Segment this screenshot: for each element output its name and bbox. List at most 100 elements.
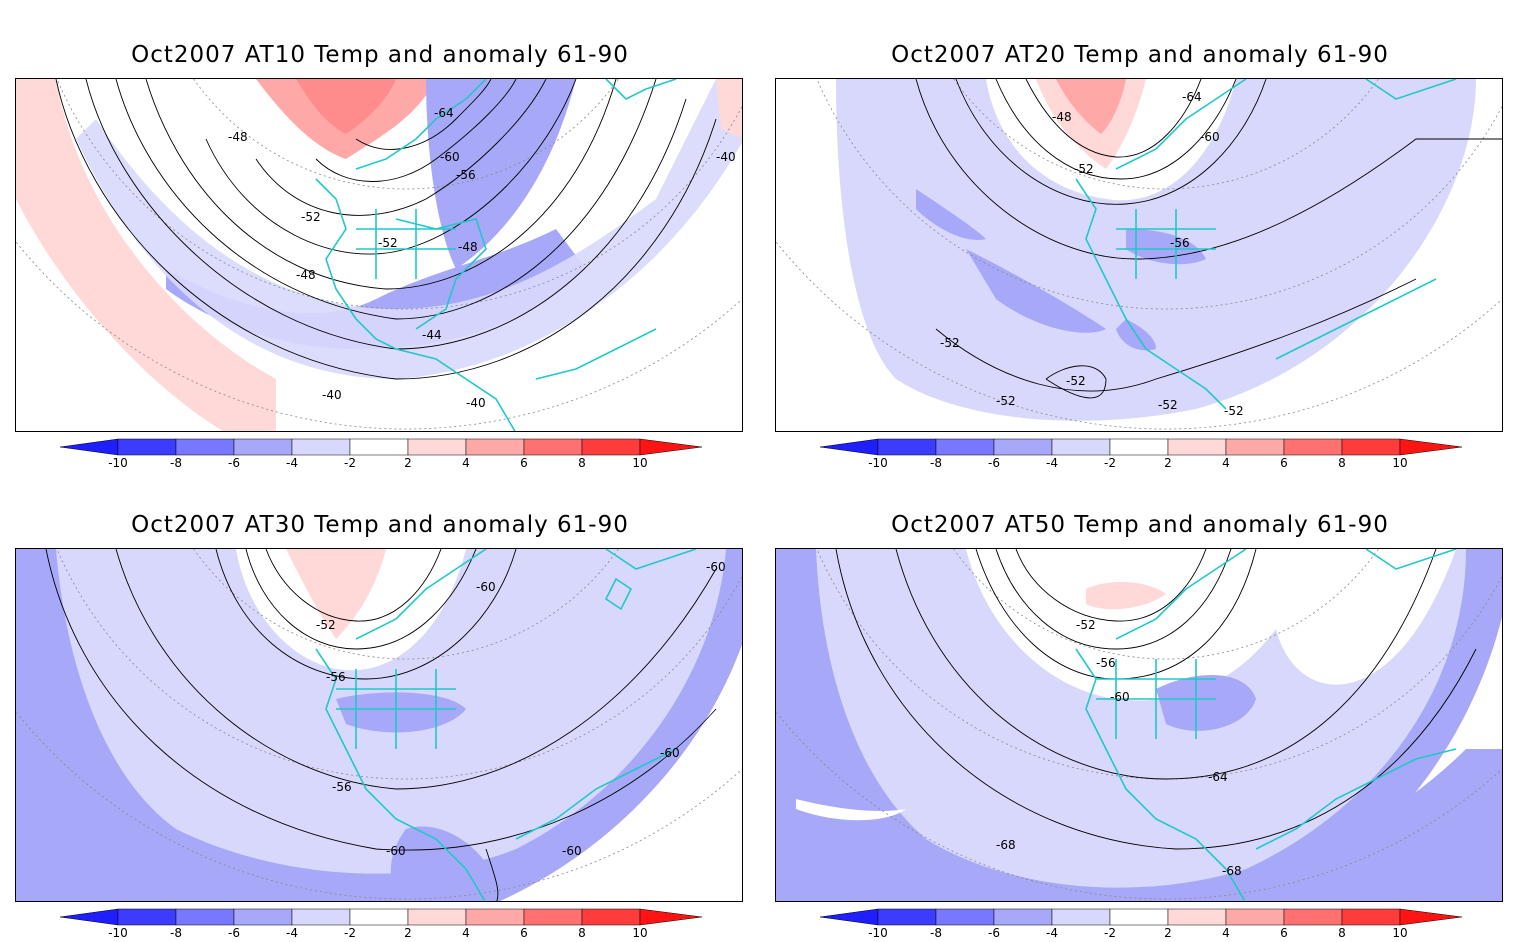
- contour-label: -56: [326, 670, 346, 684]
- colorbar-tick: 8: [578, 456, 586, 468]
- anomaly-fill-red-west: [16, 79, 276, 431]
- contour-label: -52: [316, 618, 336, 632]
- colorbar-tick: -2: [1104, 456, 1116, 468]
- colorbar-tick: 2: [1164, 456, 1172, 468]
- colorbar-tick: 4: [1222, 926, 1230, 938]
- contour-label: -60: [386, 844, 406, 858]
- colorbar-tick: -2: [1104, 926, 1116, 938]
- contour-label: -68: [996, 838, 1016, 852]
- colorbar-tick: 2: [404, 926, 412, 938]
- contour-label: -56: [1096, 656, 1116, 670]
- contour-label: -52: [996, 394, 1016, 408]
- contour-label: -56: [332, 780, 352, 794]
- anomaly-fill-blue-center: [1156, 675, 1256, 731]
- colorbar: -10 -8 -6 -4 -2 2 4 6 8 10: [59, 438, 703, 470]
- contour-label: -44: [422, 328, 442, 342]
- map-at30[interactable]: -60 -60 -52 -56 -56 -60 -60 -60: [15, 548, 743, 902]
- colorbar-tick: -8: [930, 926, 942, 938]
- colorbar-tick: -8: [170, 456, 182, 468]
- contour-label: -52: [940, 336, 960, 350]
- colorbar-tick: 6: [520, 926, 528, 938]
- colorbar-tick: 4: [1222, 456, 1230, 468]
- colorbar-tick: -2: [344, 456, 356, 468]
- colorbar-tick: -6: [988, 456, 1000, 468]
- colorbar-tick: -8: [170, 926, 182, 938]
- contour-label: -52: [1066, 374, 1086, 388]
- contour-label: -52: [301, 210, 321, 224]
- contour-label: -60: [660, 746, 680, 760]
- panel-at30: Oct2007 AT30 Temp and anomaly 61-90: [0, 470, 760, 940]
- panel-title: Oct2007 AT20 Temp and anomaly 61-90: [891, 42, 1389, 68]
- anomaly-fill-blue-band-a: [966, 249, 1106, 333]
- contour-label: -56: [456, 168, 476, 182]
- contour-label: -64: [1182, 90, 1202, 104]
- contour-label: -40: [716, 150, 736, 164]
- panel-title: Oct2007 AT50 Temp and anomaly 61-90: [891, 512, 1389, 538]
- anomaly-fill-white-west: [796, 799, 906, 821]
- colorbar-tick: 10: [1392, 926, 1407, 938]
- colorbar-tick: -8: [930, 456, 942, 468]
- colorbar-tick: 2: [1164, 926, 1172, 938]
- colorbar-tick: 10: [632, 456, 647, 468]
- colorbar-tick: 8: [578, 926, 586, 938]
- contour-label: -40: [322, 388, 342, 402]
- contour-label: -60: [562, 844, 582, 858]
- anomaly-fill-blue-south: [1257, 749, 1502, 901]
- contour-label: -40: [466, 396, 486, 410]
- anomaly-fill-blue-wide: [76, 79, 742, 379]
- map-at10[interactable]: -64 -60 -56 -52 -52 -48 -48 -48 -44 -40 …: [15, 78, 743, 432]
- colorbar-tick: -6: [988, 926, 1000, 938]
- panel-at10: Oct2007 AT10 Temp and anomaly 61-90: [0, 0, 760, 470]
- contour-label: -64: [1208, 770, 1228, 784]
- map-at20[interactable]: -64 -60 -56 -52 -48 -52 -52 -52 -52 -52: [775, 78, 1503, 432]
- contour-label: -48: [458, 240, 478, 254]
- contour-label: -52: [1224, 404, 1244, 418]
- colorbar-tick: -10: [108, 456, 128, 468]
- colorbar-tick: 4: [462, 926, 470, 938]
- anomaly-fill-red-east: [716, 79, 742, 139]
- contour-label: -60: [1200, 130, 1220, 144]
- contour-label: -48: [1052, 110, 1072, 124]
- colorbar-tick: -10: [868, 456, 888, 468]
- contour-label: -52: [1074, 162, 1094, 176]
- panel-title: Oct2007 AT30 Temp and anomaly 61-90: [131, 512, 629, 538]
- contour-label: -52: [378, 236, 398, 250]
- anomaly-fill-blue-center: [336, 692, 466, 733]
- colorbar-tick: -6: [228, 926, 240, 938]
- colorbar-tick: 6: [1280, 926, 1288, 938]
- panel-at50: Oct2007 AT50 Temp and anomaly 61-90: [760, 470, 1520, 940]
- colorbar-tick: 6: [1280, 456, 1288, 468]
- anomaly-fill-red-core: [296, 79, 396, 134]
- colorbar-tick: -4: [1046, 456, 1058, 468]
- contour-label: -60: [476, 580, 496, 594]
- anomaly-fill-white-north: [966, 549, 1456, 701]
- colorbar-tick: 6: [520, 456, 528, 468]
- colorbar-tick: -4: [286, 926, 298, 938]
- anomaly-fill-red-core: [1056, 79, 1126, 134]
- contour-label: -64: [434, 106, 454, 120]
- contour-label: -60: [706, 560, 726, 574]
- colorbar-tick: 10: [632, 926, 647, 938]
- colorbar-tick: 2: [404, 456, 412, 468]
- colorbar-tick: 8: [1338, 456, 1346, 468]
- contour-label: -52: [1076, 618, 1096, 632]
- colorbar-tick: -4: [286, 456, 298, 468]
- colorbar: -10 -8 -6 -4 -2 2 4 6 8 10: [819, 438, 1463, 470]
- colorbar-tick: -2: [344, 926, 356, 938]
- colorbar-tick: -10: [108, 926, 128, 938]
- contour-label: -60: [440, 150, 460, 164]
- contour-label: -68: [1222, 864, 1242, 878]
- contour-label: -48: [228, 130, 248, 144]
- colorbar-tick: -4: [1046, 926, 1058, 938]
- colorbar-tick: 4: [462, 456, 470, 468]
- colorbar-tick: -6: [228, 456, 240, 468]
- anomaly-fill-red-north: [286, 549, 386, 639]
- colorbar: -10 -8 -6 -4 -2 2 4 6 8 10: [59, 908, 703, 940]
- panel-title: Oct2007 AT10 Temp and anomaly 61-90: [131, 42, 629, 68]
- colorbar: -10 -8 -6 -4 -2 2 4 6 8 10: [819, 908, 1463, 940]
- contour-label: -56: [1170, 236, 1190, 250]
- contour-label: -60: [1110, 690, 1130, 704]
- map-at50[interactable]: -52 -56 -60 -64 -68 -68: [775, 548, 1503, 902]
- anomaly-fill-blue-band-c: [916, 189, 986, 240]
- panel-at20: Oct2007 AT20 Temp and anomaly 61-90: [760, 0, 1520, 470]
